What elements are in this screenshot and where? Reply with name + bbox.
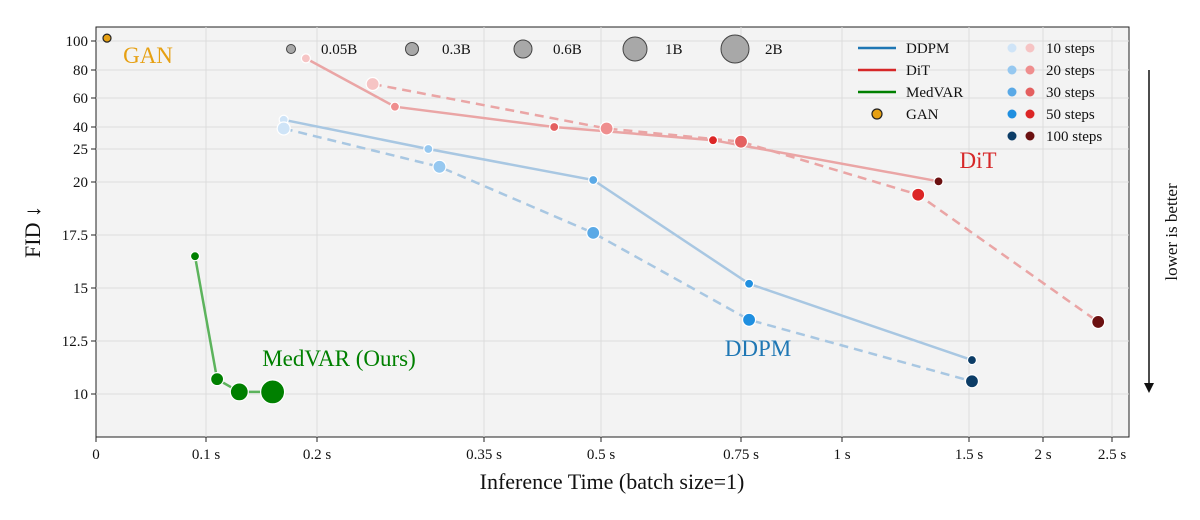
ddpm-point: [423, 143, 434, 155]
dit-point: [933, 176, 944, 187]
legend-steps-blue-marker: [1007, 43, 1017, 53]
x-tick-label: 0: [92, 447, 100, 463]
gan-point: [102, 33, 112, 43]
y-tick-label: 10: [73, 387, 88, 403]
legend-size-marker: [622, 36, 648, 62]
dit-point: [733, 134, 749, 149]
ddpm-dashed-line: [283, 127, 973, 383]
y-tick-label: 15: [73, 281, 88, 297]
x-tick-label: 2.5 s: [1098, 447, 1127, 463]
arrowhead-icon: [1144, 383, 1154, 393]
legend-steps-red-marker: [1025, 87, 1035, 97]
ddpm-point: [432, 159, 447, 174]
legend-gan-label: GAN: [906, 107, 939, 123]
legend-size-label: 1B: [665, 42, 683, 58]
legend-size-marker: [286, 44, 296, 54]
plot-area: [95, 26, 1130, 438]
ddpm-point: [588, 174, 599, 186]
ddpm-annotation: DDPM: [725, 336, 791, 361]
medvar-point: [189, 251, 201, 262]
ddpm-point: [276, 121, 291, 136]
legend-steps-label: 30 steps: [1046, 85, 1095, 101]
y-tick-label: 60: [73, 91, 88, 107]
dit-point: [707, 135, 719, 146]
series-annotations: DDPM DiT MedVAR (Ours) GAN: [123, 43, 996, 371]
y-tick-label: 100: [66, 34, 89, 50]
dit-dashed-line: [372, 82, 1099, 323]
y-tick-label: 80: [73, 63, 88, 79]
legend-medvar-label: MedVAR: [906, 85, 963, 101]
x-tick-label: 0.35 s: [466, 447, 502, 463]
lower-is-better-label: lower is better: [1162, 183, 1181, 281]
ddpm-point: [966, 354, 978, 366]
legend-ddpm-label: DDPM: [906, 41, 949, 57]
y-tick-label: 25: [73, 142, 88, 158]
legend-steps-red-marker: [1025, 65, 1035, 75]
y-axis-label: FID ↓: [20, 206, 45, 258]
dit-point: [365, 76, 380, 92]
data-points: [102, 33, 1106, 405]
legend-steps-blue-marker: [1007, 87, 1017, 97]
x-axis-label: Inference Time (batch size=1): [480, 469, 745, 494]
legend-steps-red-marker: [1025, 109, 1035, 119]
legend-size-marker: [720, 34, 750, 64]
legend-dit-label: DiT: [906, 63, 930, 79]
x-tick-label: 1.5 s: [955, 447, 984, 463]
x-tick-label: 2 s: [1034, 447, 1051, 463]
legend-steps-blue-marker: [1007, 131, 1017, 141]
y-tick-label: 20: [73, 175, 88, 191]
x-tick-label: 1 s: [833, 447, 850, 463]
dit-point: [389, 101, 401, 112]
legend-size-label: 0.6B: [553, 42, 582, 58]
y-tick-label: 12.5: [62, 334, 88, 350]
ddpm-point: [743, 278, 755, 289]
legend-steps-label: 100 steps: [1046, 129, 1102, 145]
medvar-point: [210, 372, 225, 387]
legend-gan-swatch: [871, 108, 883, 120]
legend-size-label: 0.3B: [442, 42, 471, 58]
x-axis-ticks: 0 0.1 s 0.2 s 0.35 s 0.5 s 0.75 s 1 s 1.5 s 2 s 2…: [92, 437, 1126, 463]
legend-steps-red-marker: [1025, 131, 1035, 141]
x-tick-label: 0.75 s: [723, 447, 759, 463]
legend-size-marker: [405, 42, 419, 56]
ddpm-point: [741, 312, 757, 327]
y-tick-label: 40: [73, 120, 88, 136]
dit-annotation: DiT: [959, 148, 996, 173]
medvar-point: [260, 379, 286, 405]
dit-point: [911, 187, 926, 202]
x-tick-label: 0.2 s: [303, 447, 332, 463]
dit-point: [300, 53, 311, 64]
dit-point: [599, 121, 614, 136]
y-tick-label: 17.5: [62, 228, 88, 244]
ddpm-point: [964, 374, 980, 389]
legend-steps-label: 10 steps: [1046, 41, 1095, 57]
legend-steps-blue-marker: [1007, 65, 1017, 75]
lower-is-better-indicator: lower is better: [1144, 70, 1181, 393]
legend-steps-blue-marker: [1007, 109, 1017, 119]
dit-point: [549, 121, 560, 133]
medvar-point: [229, 382, 249, 402]
x-tick-label: 0.5 s: [587, 447, 616, 463]
medvar-solid-line: [193, 255, 273, 394]
x-tick-label: 0.1 s: [192, 447, 221, 463]
gan-annotation: GAN: [123, 43, 173, 68]
dit-point: [1091, 314, 1106, 330]
legend-steps-label: 20 steps: [1046, 63, 1095, 79]
legend-steps-label: 50 steps: [1046, 107, 1095, 123]
legend-size-label: 0.05B: [321, 42, 357, 58]
legend-size-marker: [513, 39, 533, 59]
medvar-annotation: MedVAR (Ours): [262, 346, 416, 371]
legend-size-label: 2B: [765, 42, 783, 58]
legend: 0.05B 0.3B 0.6B 1B 2B DDPM DiT MedVAR GAN 10 step…: [286, 34, 1102, 145]
ddpm-point: [586, 225, 601, 240]
y-axis-ticks: 10 12.5 15 17.5 20 25 40 60 80 100: [62, 34, 96, 403]
legend-steps-red-marker: [1025, 43, 1035, 53]
